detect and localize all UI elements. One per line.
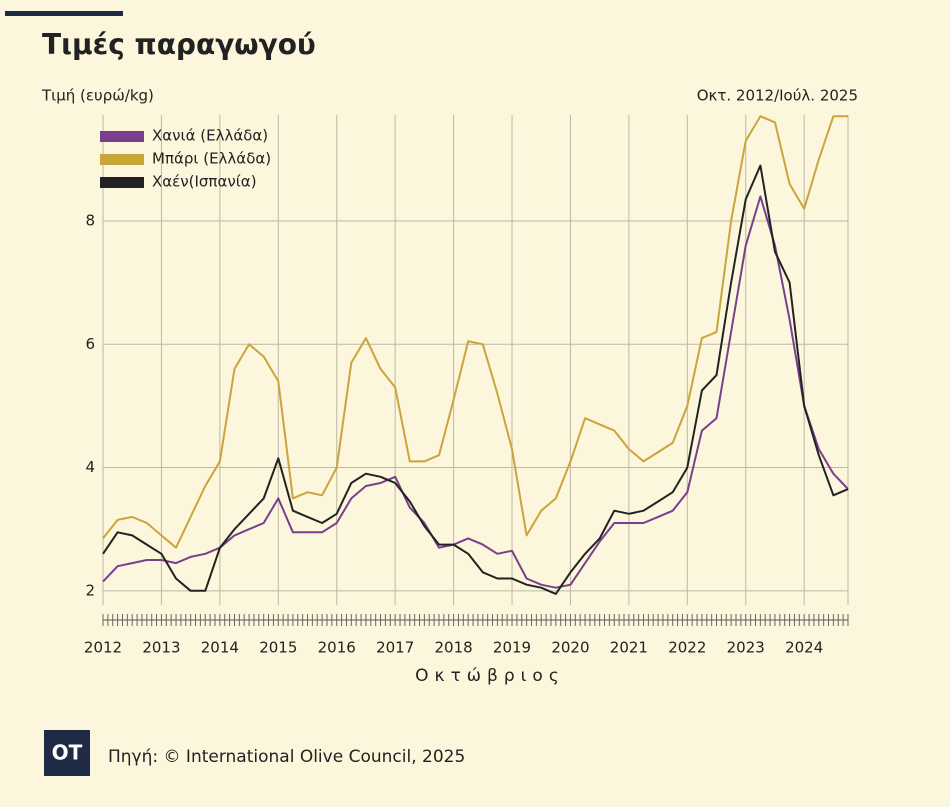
legend-swatch — [100, 177, 144, 188]
x-tick-label: 2017 — [376, 639, 414, 657]
y-tick-label: 4 — [85, 458, 95, 476]
y-tick-label: 2 — [85, 581, 95, 599]
x-tick-label: 2019 — [493, 639, 531, 657]
series-line — [102, 164, 849, 595]
x-tick-label: 2014 — [201, 639, 239, 657]
x-tick-label: 2022 — [668, 639, 706, 657]
y-tick-label: 8 — [85, 212, 95, 230]
x-tick-label: 2021 — [610, 639, 648, 657]
x-tick-label: 2018 — [434, 639, 472, 657]
x-tick-label: 2016 — [318, 639, 356, 657]
y-tick-label: 6 — [85, 335, 95, 353]
x-tick-label: 2012 — [84, 639, 122, 657]
legend-label: Χαέν(Ισπανία) — [152, 173, 257, 191]
series-line — [102, 115, 848, 549]
top-bar — [5, 11, 123, 16]
series-line — [102, 195, 849, 589]
y-axis-label: Τιμή (ευρώ/kg) — [41, 87, 154, 105]
legend-label: Χανιά (Ελλάδα) — [152, 127, 268, 145]
x-tick-label: 2015 — [259, 639, 297, 657]
x-tick-label: 2024 — [785, 639, 823, 657]
chart-title: Τιμές παραγωγού — [42, 28, 316, 61]
x-axis-label: Οκτώβριος — [415, 666, 565, 686]
x-tick-label: 2023 — [727, 639, 765, 657]
legend-swatch — [100, 131, 144, 142]
x-tick-label: 2013 — [142, 639, 180, 657]
legend-label: Μπάρι (Ελλάδα) — [152, 150, 271, 168]
source: Πηγή: © International Olive Council, 202… — [108, 747, 465, 767]
legend-swatch — [100, 154, 144, 165]
period-note: Οκτ. 2012/Ιούλ. 2025 — [697, 87, 858, 105]
logo: OT — [52, 741, 83, 765]
month-ticks — [102, 614, 849, 626]
x-tick-label: 2020 — [551, 639, 589, 657]
logo-box — [44, 730, 90, 776]
